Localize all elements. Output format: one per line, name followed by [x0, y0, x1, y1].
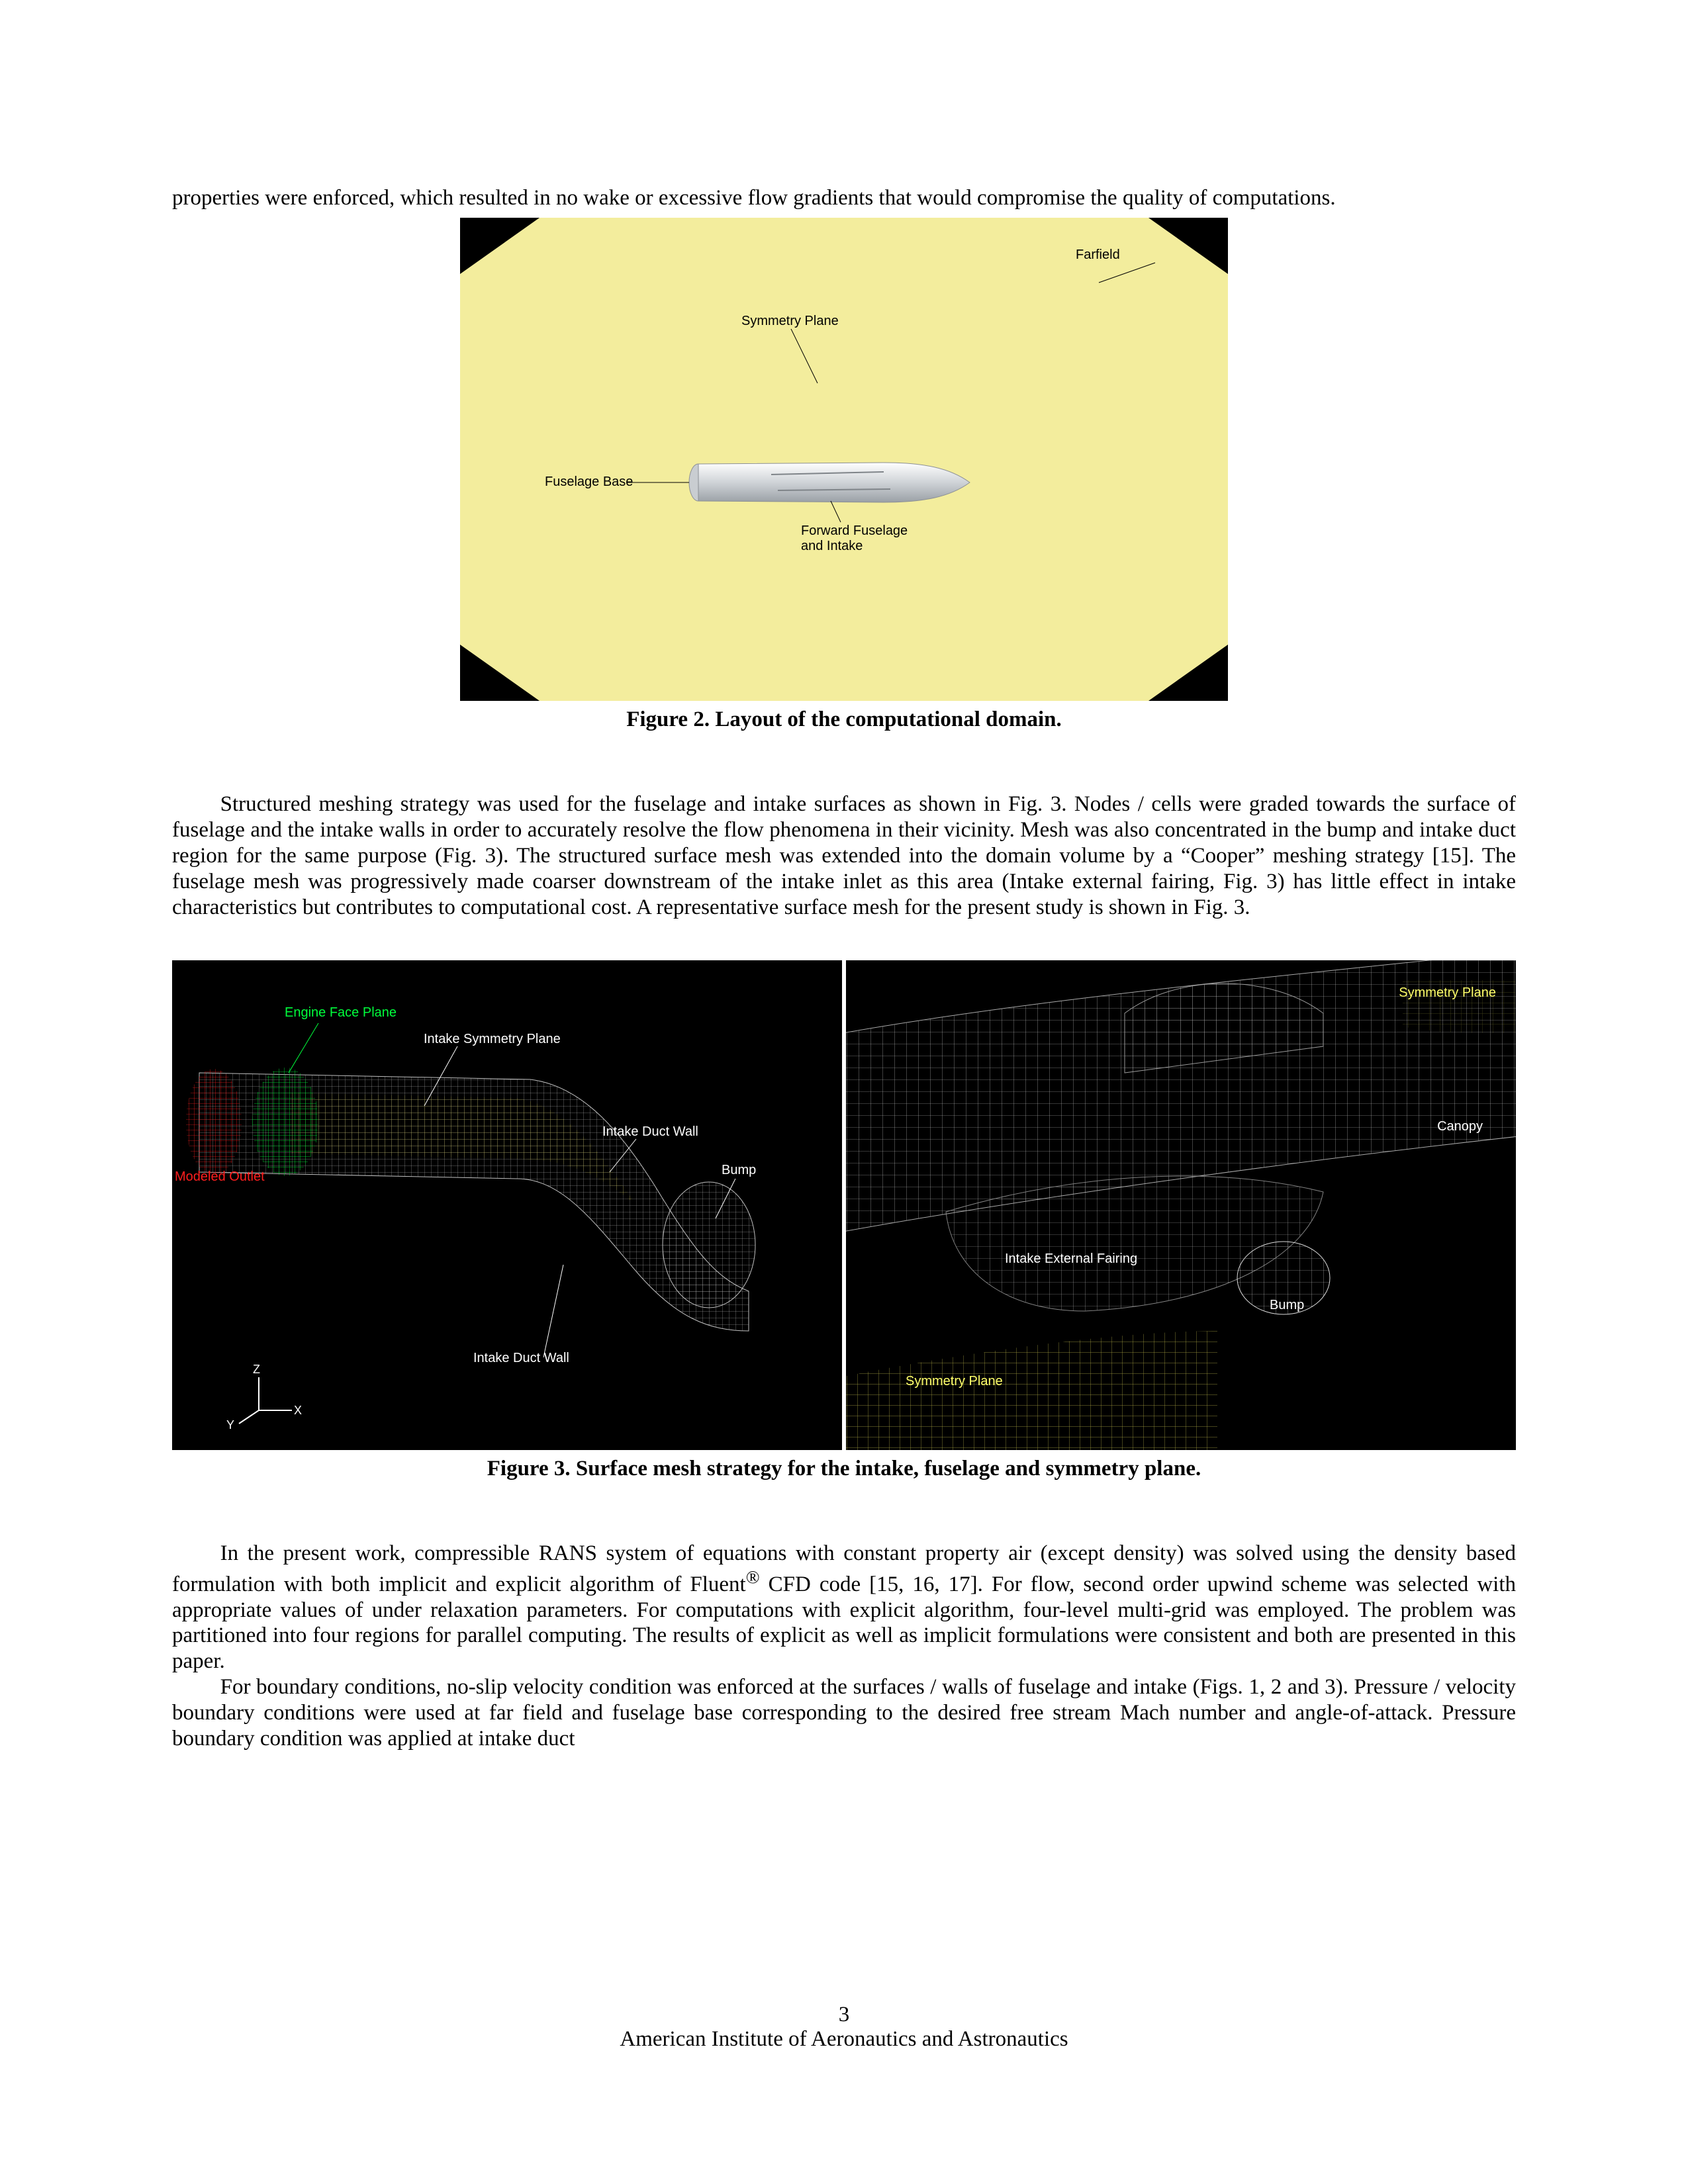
figure-3-axis-y-label: Y	[226, 1418, 234, 1432]
figure-3-right-label-sym-plane-2: Symmetry Plane	[906, 1374, 1003, 1389]
registered-mark: ®	[746, 1567, 760, 1587]
figure-3-caption: Figure 3. Surface mesh strategy for the …	[487, 1457, 1201, 1481]
figure-3: Engine Face Plane Intake Symmetry Plane …	[172, 960, 1516, 1481]
figure-3-left-label-bump: Bump	[722, 1163, 756, 1178]
paragraph-meshing: Structured meshing strategy was used for…	[172, 792, 1516, 921]
figure-3-right-label-canopy: Canopy	[1437, 1119, 1483, 1134]
figure-3-right-label-sym-plane-1: Symmetry Plane	[1399, 985, 1496, 1001]
figure-2-label-fuselage-base: Fuselage Base	[545, 475, 633, 490]
paragraph-bc: For boundary conditions, no-slip velocit…	[172, 1674, 1516, 1752]
figure-3-left-label-intake-duct-wall-2: Intake Duct Wall	[473, 1351, 569, 1366]
figure-3-axis-x-label: X	[294, 1404, 302, 1418]
paragraph-rans: In the present work, compressible RANS s…	[172, 1541, 1516, 1675]
figure-2-image: Farfield Symmetry Plane Fuselage Base Fo…	[460, 218, 1228, 701]
figure-3-left-label-intake-duct-wall-1: Intake Duct Wall	[602, 1124, 698, 1140]
figure-2-caption: Figure 2. Layout of the computational do…	[626, 707, 1062, 732]
figure-3-axis-z-label: Z	[253, 1363, 260, 1377]
figure-2-label-farfield: Farfield	[1076, 248, 1120, 263]
paragraph-top: properties were enforced, which resulted…	[172, 185, 1516, 211]
figure-3-left-label-modeled-outlet: Modeled Outlet	[175, 1169, 265, 1185]
figure-3-left-panel: Engine Face Plane Intake Symmetry Plane …	[172, 960, 842, 1450]
figure-2-label-fwd-fuselage-2: and Intake	[801, 539, 863, 554]
figure-3-right-panel: Symmetry Plane Canopy Intake External Fa…	[846, 960, 1516, 1450]
figure-2: Farfield Symmetry Plane Fuselage Base Fo…	[172, 218, 1516, 732]
figure-2-svg	[460, 218, 1228, 701]
figure-3-right-label-intake-ext-fairing: Intake External Fairing	[1005, 1251, 1137, 1267]
figure-2-label-symmetry-plane: Symmetry Plane	[741, 314, 839, 329]
figure-3-left-label-engine-face: Engine Face Plane	[285, 1005, 397, 1021]
figure-3-right-label-bump: Bump	[1270, 1298, 1304, 1313]
page-footer: 3 American Institute of Aeronautics and …	[0, 2003, 1688, 2052]
figure-2-label-fwd-fuselage-1: Forward Fuselage	[801, 523, 908, 539]
page-number: 3	[0, 2003, 1688, 2027]
figure-3-left-label-intake-sym: Intake Symmetry Plane	[424, 1032, 561, 1047]
footer-org: American Institute of Aeronautics and As…	[0, 2027, 1688, 2052]
figure-3-image: Engine Face Plane Intake Symmetry Plane …	[172, 960, 1516, 1450]
